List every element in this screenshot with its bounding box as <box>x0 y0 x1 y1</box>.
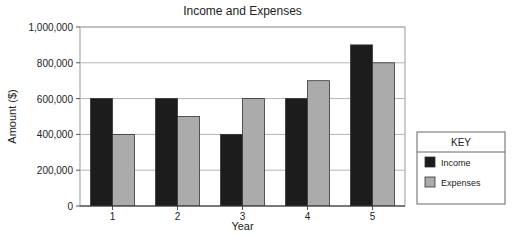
x-tick-label: 5 <box>370 211 376 222</box>
y-axis-label: Amount ($) <box>6 89 18 143</box>
chart: Income and Expenses 0 200,000 400,000 600,00… <box>0 0 513 236</box>
bar <box>351 45 373 206</box>
bar <box>221 134 243 206</box>
bar <box>373 63 395 206</box>
x-axis-label: Year <box>231 220 254 232</box>
y-tick-label: 600,000 <box>37 94 74 105</box>
y-tick-label: 0 <box>67 201 73 212</box>
x-tick <box>242 206 243 210</box>
bar <box>91 99 113 206</box>
x-tick <box>372 206 373 210</box>
bar <box>286 99 308 206</box>
bar <box>156 99 178 206</box>
tick <box>76 62 80 63</box>
tick <box>76 27 80 28</box>
x-tick <box>307 206 308 210</box>
tick <box>76 98 80 99</box>
x-tick-label: 4 <box>305 211 311 222</box>
legend-label: Income <box>441 158 471 168</box>
title: Income and Expenses <box>183 4 302 18</box>
legend-title: KEY <box>451 137 471 148</box>
y-tick-label: 200,000 <box>37 165 74 176</box>
legend-swatch <box>425 177 435 187</box>
y-tick-label: 800,000 <box>37 58 74 69</box>
x-tick <box>112 206 113 210</box>
bars <box>91 45 395 206</box>
x-axis <box>80 206 405 207</box>
y-tick-label: 1,000,000 <box>29 22 74 33</box>
y-tick-label: 400,000 <box>37 129 74 140</box>
legend <box>417 132 505 204</box>
legend-label: Expenses <box>441 178 481 188</box>
legend-swatch <box>425 157 435 167</box>
legend-divider <box>417 152 505 153</box>
bar <box>178 117 200 207</box>
x-tick-label: 2 <box>175 211 181 222</box>
x-tick <box>177 206 178 210</box>
tick <box>76 170 80 171</box>
grid-line <box>80 27 405 28</box>
x-tick-label: 1 <box>110 211 116 222</box>
bar <box>308 81 330 206</box>
tick <box>76 206 80 207</box>
tick <box>76 134 80 135</box>
bar <box>243 99 265 206</box>
bar <box>113 134 135 206</box>
grid-line <box>80 206 405 207</box>
plot-area <box>80 27 405 206</box>
